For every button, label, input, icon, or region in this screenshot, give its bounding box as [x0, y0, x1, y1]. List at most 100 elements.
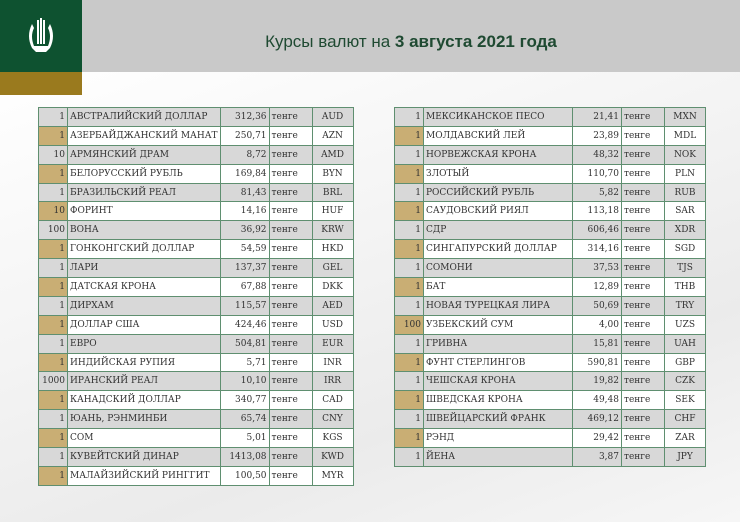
unit-cell: тенге — [621, 314, 665, 335]
currency-code-cell: TJS — [664, 258, 706, 279]
nominal-cell: 1 — [38, 107, 68, 127]
rate-row: 1 РОССИЙСКИЙ РУБЛЬ 5,82 тенге RUB — [394, 182, 706, 203]
nominal-cell: 1 — [394, 144, 424, 165]
currency-code-cell: MDL — [664, 125, 706, 146]
rate-value-cell: 37,53 — [572, 258, 622, 279]
unit-cell: тенге — [268, 390, 313, 411]
currency-code-cell: EUR — [311, 333, 354, 354]
rates-table-left: 1 АВСТРАЛИЙСКИЙ ДОЛЛАР 312,36 тенге AUD 1 АЗЕР… — [38, 107, 354, 486]
rate-row: 100 ВОНА 36,92 тенге KRW — [38, 220, 354, 241]
nominal-cell: 1 — [38, 314, 68, 335]
unit-cell: тенге — [621, 295, 665, 316]
rate-row: 1 ГОНКОНГСКИЙ ДОЛЛАР 54,59 тенге HKD — [38, 239, 354, 260]
nominal-cell: 1 — [394, 201, 424, 222]
rate-value-cell: 23,89 — [572, 125, 622, 146]
rate-row: 1 НОРВЕЖСКАЯ КРОНА 48,32 тенге NOK — [394, 144, 706, 165]
rate-row: 1 ШВЕДСКАЯ КРОНА 49,48 тенге SEK — [394, 390, 706, 411]
unit-cell: тенге — [621, 201, 665, 222]
currency-name-cell: САУДОВСКИЙ РИЯЛ — [423, 201, 573, 222]
nominal-cell: 1 — [38, 352, 68, 373]
rate-value-cell: 606,46 — [572, 220, 622, 241]
rate-value-cell: 113,18 — [572, 201, 622, 222]
rate-row: 1 КАНАДСКИЙ ДОЛЛАР 340,77 тенге CAD — [38, 390, 354, 411]
unit-cell: тенге — [268, 163, 313, 184]
rate-row: 1 КУВЕЙТСКИЙ ДИНАР 1413,08 тенге KWD — [38, 447, 354, 467]
rate-row: 1 САУДОВСКИЙ РИЯЛ 113,18 тенге SAR — [394, 201, 706, 222]
nominal-cell: 1 — [38, 333, 68, 354]
unit-cell: тенге — [268, 295, 313, 316]
currency-name-cell: ЗЛОТЫЙ — [423, 163, 573, 184]
rate-row: 1 ГРИВНА 15,81 тенге UAH — [394, 333, 706, 354]
unit-cell: тенге — [268, 201, 313, 222]
currency-name-cell: ФОРИНТ — [67, 201, 221, 222]
page-title: Курсы валют на 3 августа 2021 года — [82, 32, 740, 52]
currency-name-cell: КАНАДСКИЙ ДОЛЛАР — [67, 390, 221, 411]
logo — [0, 0, 82, 72]
currency-code-cell: CAD — [311, 390, 354, 411]
rate-value-cell: 469,12 — [572, 409, 622, 430]
currency-code-cell: THB — [664, 277, 706, 297]
currency-name-cell: АВСТРАЛИЙСКИЙ ДОЛЛАР — [67, 107, 221, 127]
unit-cell: тенге — [621, 239, 665, 260]
unit-cell: тенге — [621, 371, 665, 392]
currency-code-cell: ZAR — [664, 428, 706, 449]
unit-cell: тенге — [268, 239, 313, 260]
nominal-cell: 1 — [394, 447, 424, 467]
nominal-cell: 1 — [38, 390, 68, 411]
currency-name-cell: ДИРХАМ — [67, 295, 221, 316]
unit-cell: тенге — [268, 258, 313, 279]
nominal-cell: 1 — [38, 465, 68, 486]
currency-code-cell: UZS — [664, 314, 706, 335]
rate-row: 1 ДИРХАМ 115,57 тенге AED — [38, 295, 354, 316]
currency-code-cell: KGS — [311, 428, 354, 449]
nominal-cell: 100 — [38, 220, 68, 241]
currency-name-cell: МЕКСИКАНСКОЕ ПЕСО — [423, 107, 573, 127]
currency-code-cell: DKK — [311, 277, 354, 297]
currency-code-cell: BYN — [311, 163, 354, 184]
rate-row: 1 АВСТРАЛИЙСКИЙ ДОЛЛАР 312,36 тенге AUD — [38, 107, 354, 127]
unit-cell: тенге — [621, 390, 665, 411]
nominal-cell: 1 — [38, 295, 68, 316]
rate-row: 1 СДР 606,46 тенге XDR — [394, 220, 706, 241]
currency-name-cell: ИНДИЙСКАЯ РУПИЯ — [67, 352, 221, 373]
rate-row: 1 ЗЛОТЫЙ 110,70 тенге PLN — [394, 163, 706, 184]
header-band — [0, 0, 740, 72]
nominal-cell: 1 — [394, 239, 424, 260]
rate-row: 10 АРМЯНСКИЙ ДРАМ 8,72 тенге AMD — [38, 144, 354, 165]
currency-code-cell: MXN — [664, 107, 706, 127]
rate-row: 1 ИНДИЙСКАЯ РУПИЯ 5,71 тенге INR — [38, 352, 354, 373]
rate-row: 1 БРАЗИЛЬСКИЙ РЕАЛ 81,43 тенге BRL — [38, 182, 354, 203]
rate-value-cell: 5,01 — [219, 428, 270, 449]
rate-value-cell: 12,89 — [572, 277, 622, 297]
currency-name-cell: БЕЛОРУССКИЙ РУБЛЬ — [67, 163, 221, 184]
rate-value-cell: 49,48 — [572, 390, 622, 411]
currency-name-cell: ЧЕШСКАЯ КРОНА — [423, 371, 573, 392]
national-bank-emblem-icon — [29, 18, 53, 52]
currency-name-cell: БРАЗИЛЬСКИЙ РЕАЛ — [67, 182, 221, 203]
rate-row: 1 ФУНТ СТЕРЛИНГОВ 590,81 тенге GBP — [394, 352, 706, 373]
rate-row: 1 ЮАНЬ, РЭНМИНБИ 65,74 тенге CNY — [38, 409, 354, 430]
rate-value-cell: 5,82 — [572, 182, 622, 203]
unit-cell: тенге — [268, 409, 313, 430]
currency-name-cell: БАТ — [423, 277, 573, 297]
currency-code-cell: TRY — [664, 295, 706, 316]
rate-row: 1 ДОЛЛАР США 424,46 тенге USD — [38, 314, 354, 335]
currency-code-cell: HUF — [311, 201, 354, 222]
currency-name-cell: УЗБЕКСКИЙ СУМ — [423, 314, 573, 335]
nominal-cell: 1 — [38, 428, 68, 449]
unit-cell: тенге — [268, 428, 313, 449]
rate-value-cell: 169,84 — [219, 163, 270, 184]
nominal-cell: 1 — [38, 182, 68, 203]
rate-value-cell: 48,32 — [572, 144, 622, 165]
nominal-cell: 1 — [38, 447, 68, 467]
rate-value-cell: 19,82 — [572, 371, 622, 392]
rate-row: 1 ДАТСКАЯ КРОНА 67,88 тенге DKK — [38, 277, 354, 297]
rate-row: 1 СИНГАПУРСКИЙ ДОЛЛАР 314,16 тенге SGD — [394, 239, 706, 260]
currency-code-cell: HKD — [311, 239, 354, 260]
currency-name-cell: ГРИВНА — [423, 333, 573, 354]
unit-cell: тенге — [268, 314, 313, 335]
currency-name-cell: ИРАНСКИЙ РЕАЛ — [67, 371, 221, 392]
nominal-cell: 1 — [394, 182, 424, 203]
rate-value-cell: 50,69 — [572, 295, 622, 316]
currency-name-cell: КУВЕЙТСКИЙ ДИНАР — [67, 447, 221, 467]
